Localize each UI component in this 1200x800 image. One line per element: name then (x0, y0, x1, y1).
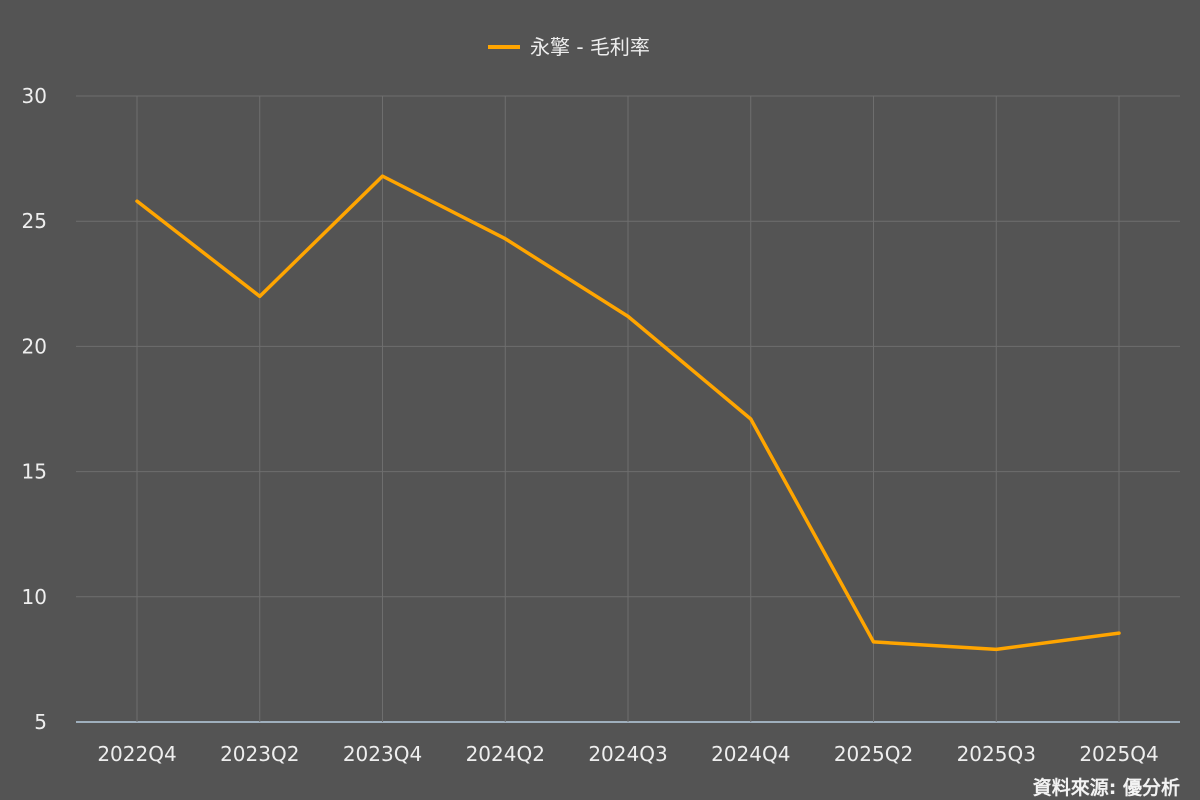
y-tick-label: 25 (22, 209, 47, 233)
data-point (503, 237, 507, 241)
axis-layer: 5 10 15 20 25 30 2022Q4 2023Q2 2023Q4 2024Q2 2024Q… (22, 84, 1159, 766)
data-point (1117, 631, 1121, 635)
y-tick-label: 30 (22, 84, 47, 108)
x-tick-label: 2025Q2 (834, 742, 913, 766)
grid-layer (76, 95, 1180, 723)
data-point (994, 647, 998, 651)
x-tick-label: 2024Q4 (711, 742, 790, 766)
series-layer (135, 174, 1121, 652)
x-tick-label: 2024Q3 (588, 742, 667, 766)
data-point (381, 174, 384, 178)
data-point (749, 417, 753, 421)
x-tick-label: 2022Q4 (97, 742, 176, 766)
x-tick-label: 2023Q4 (343, 742, 422, 766)
y-tick-label: 20 (22, 334, 47, 358)
legend-label-margin: 永擎 - 毛利率 (530, 35, 650, 59)
data-point (626, 314, 630, 318)
source-label: 資料來源: 優分析 (1033, 776, 1180, 799)
x-tick-label: 2025Q3 (957, 742, 1036, 766)
data-point (258, 294, 262, 298)
y-tick-label: 5 (34, 710, 47, 734)
x-tick-label: 2023Q2 (220, 742, 299, 766)
y-tick-label: 10 (22, 585, 47, 609)
data-point (135, 199, 139, 203)
legend: 永擎 - 毛利率 (488, 35, 650, 59)
y-tick-label: 15 (22, 460, 47, 484)
x-tick-label: 2024Q2 (466, 742, 545, 766)
x-tick-label: 2025Q4 (1079, 742, 1158, 766)
data-point (872, 640, 875, 644)
